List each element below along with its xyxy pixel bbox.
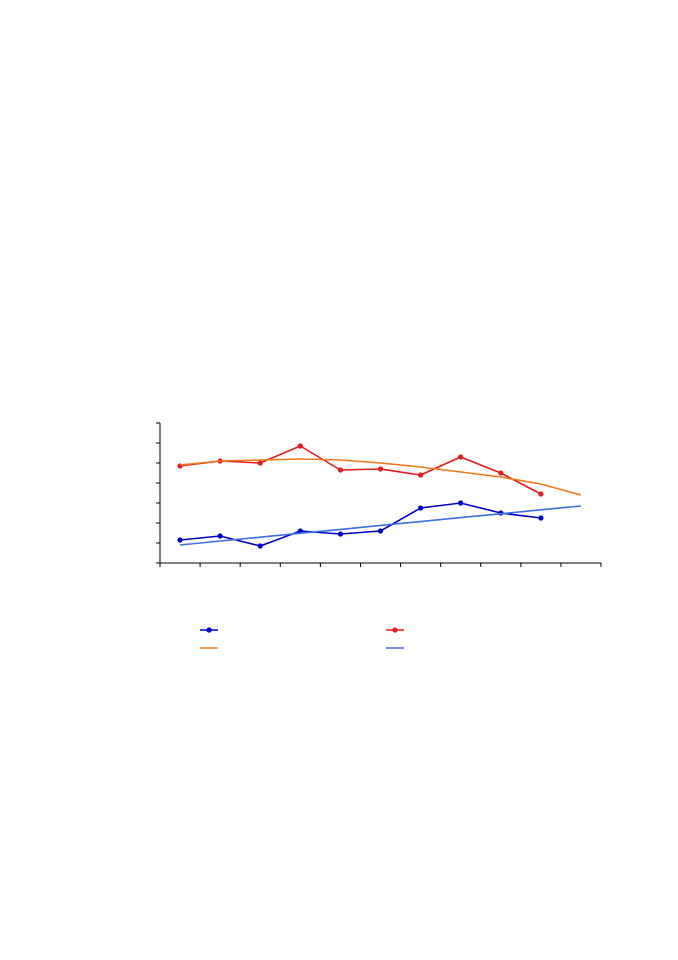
series-line — [179, 458, 582, 496]
series-line — [179, 445, 542, 495]
data-point — [458, 500, 464, 506]
data-point — [377, 466, 384, 472]
data-point — [538, 491, 544, 497]
data-point — [337, 531, 344, 537]
data-point — [257, 543, 263, 549]
series-line — [179, 502, 541, 547]
data-point — [538, 515, 544, 521]
data-point — [177, 537, 183, 543]
data-point — [257, 460, 263, 466]
legend-marker — [392, 627, 398, 633]
data-point — [417, 505, 424, 511]
data-point — [217, 533, 223, 539]
data-point — [458, 454, 464, 460]
data-point — [417, 472, 424, 478]
data-point — [297, 443, 303, 449]
data-point — [498, 470, 504, 476]
legend-marker — [206, 627, 212, 633]
series-line — [179, 505, 582, 546]
data-point — [337, 467, 344, 473]
data-point — [377, 528, 384, 534]
